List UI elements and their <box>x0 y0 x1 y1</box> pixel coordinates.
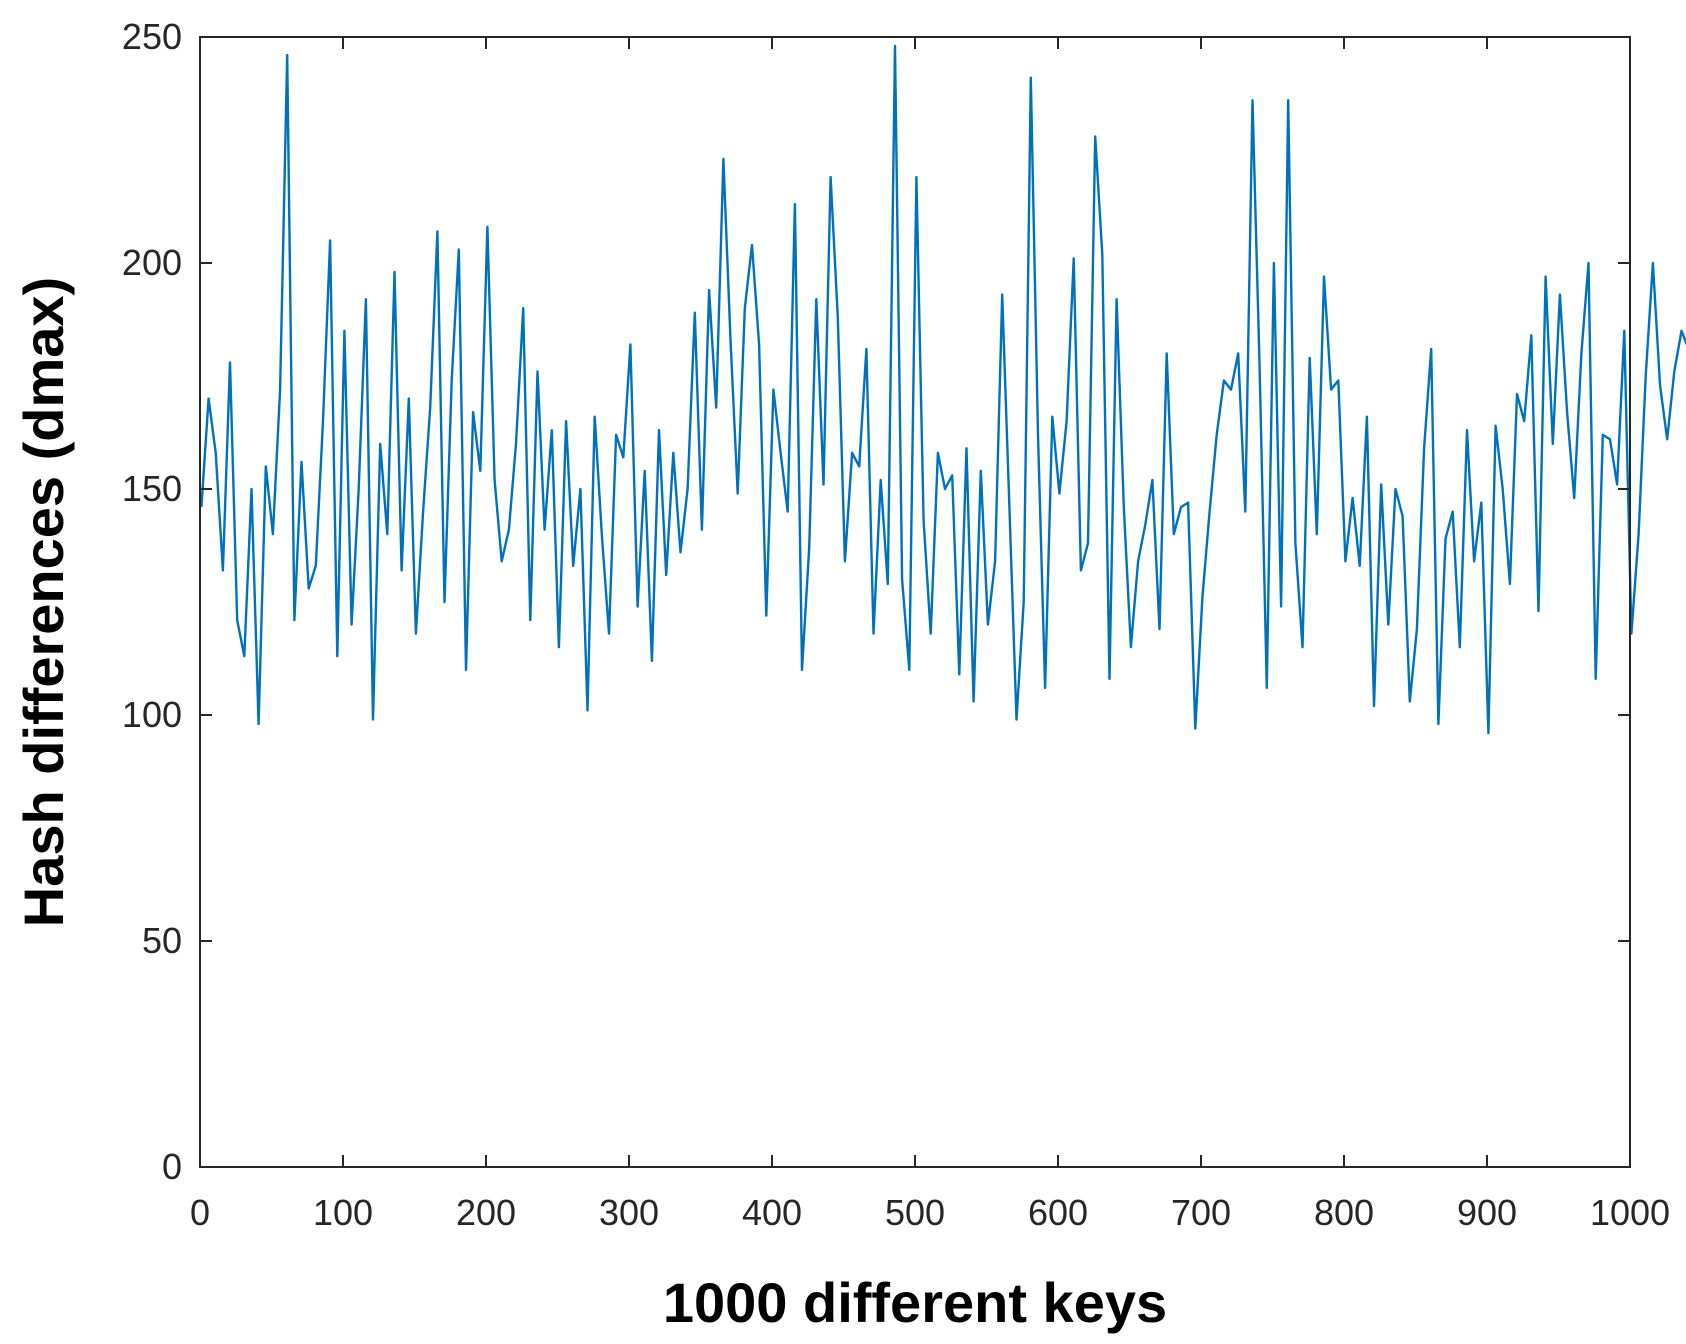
x-tick-label: 500 <box>885 1192 945 1233</box>
y-tick-label: 0 <box>162 1146 182 1187</box>
y-tick-label: 50 <box>142 920 182 961</box>
x-tick-label: 900 <box>1457 1192 1517 1233</box>
x-tick-label: 300 <box>599 1192 659 1233</box>
y-tick-label: 200 <box>122 242 182 283</box>
y-tick-label: 250 <box>122 16 182 57</box>
x-tick-label: 0 <box>190 1192 210 1233</box>
tick-layer: 0 100 200 300 400 500 600 700 800 900 1000 0 50 100 15… <box>122 16 1670 1233</box>
y-tick-label: 100 <box>122 694 182 735</box>
x-axis-title: 1000 different keys <box>663 1271 1167 1334</box>
x-tick-label: 1000 <box>1590 1192 1670 1233</box>
series-layer <box>200 44 1686 735</box>
x-tick-label: 700 <box>1171 1192 1231 1233</box>
y-axis-title: Hash differences (dmax) <box>12 277 75 927</box>
x-tick-label: 400 <box>742 1192 802 1233</box>
x-tick-label: 200 <box>456 1192 516 1233</box>
plot-frame <box>199 36 1631 1168</box>
x-tick-label: 600 <box>1028 1192 1088 1233</box>
x-tick-label: 100 <box>313 1192 373 1233</box>
series-line-1 <box>200 44 1686 735</box>
x-tick-label: 800 <box>1314 1192 1374 1233</box>
y-tick-label: 150 <box>122 468 182 509</box>
